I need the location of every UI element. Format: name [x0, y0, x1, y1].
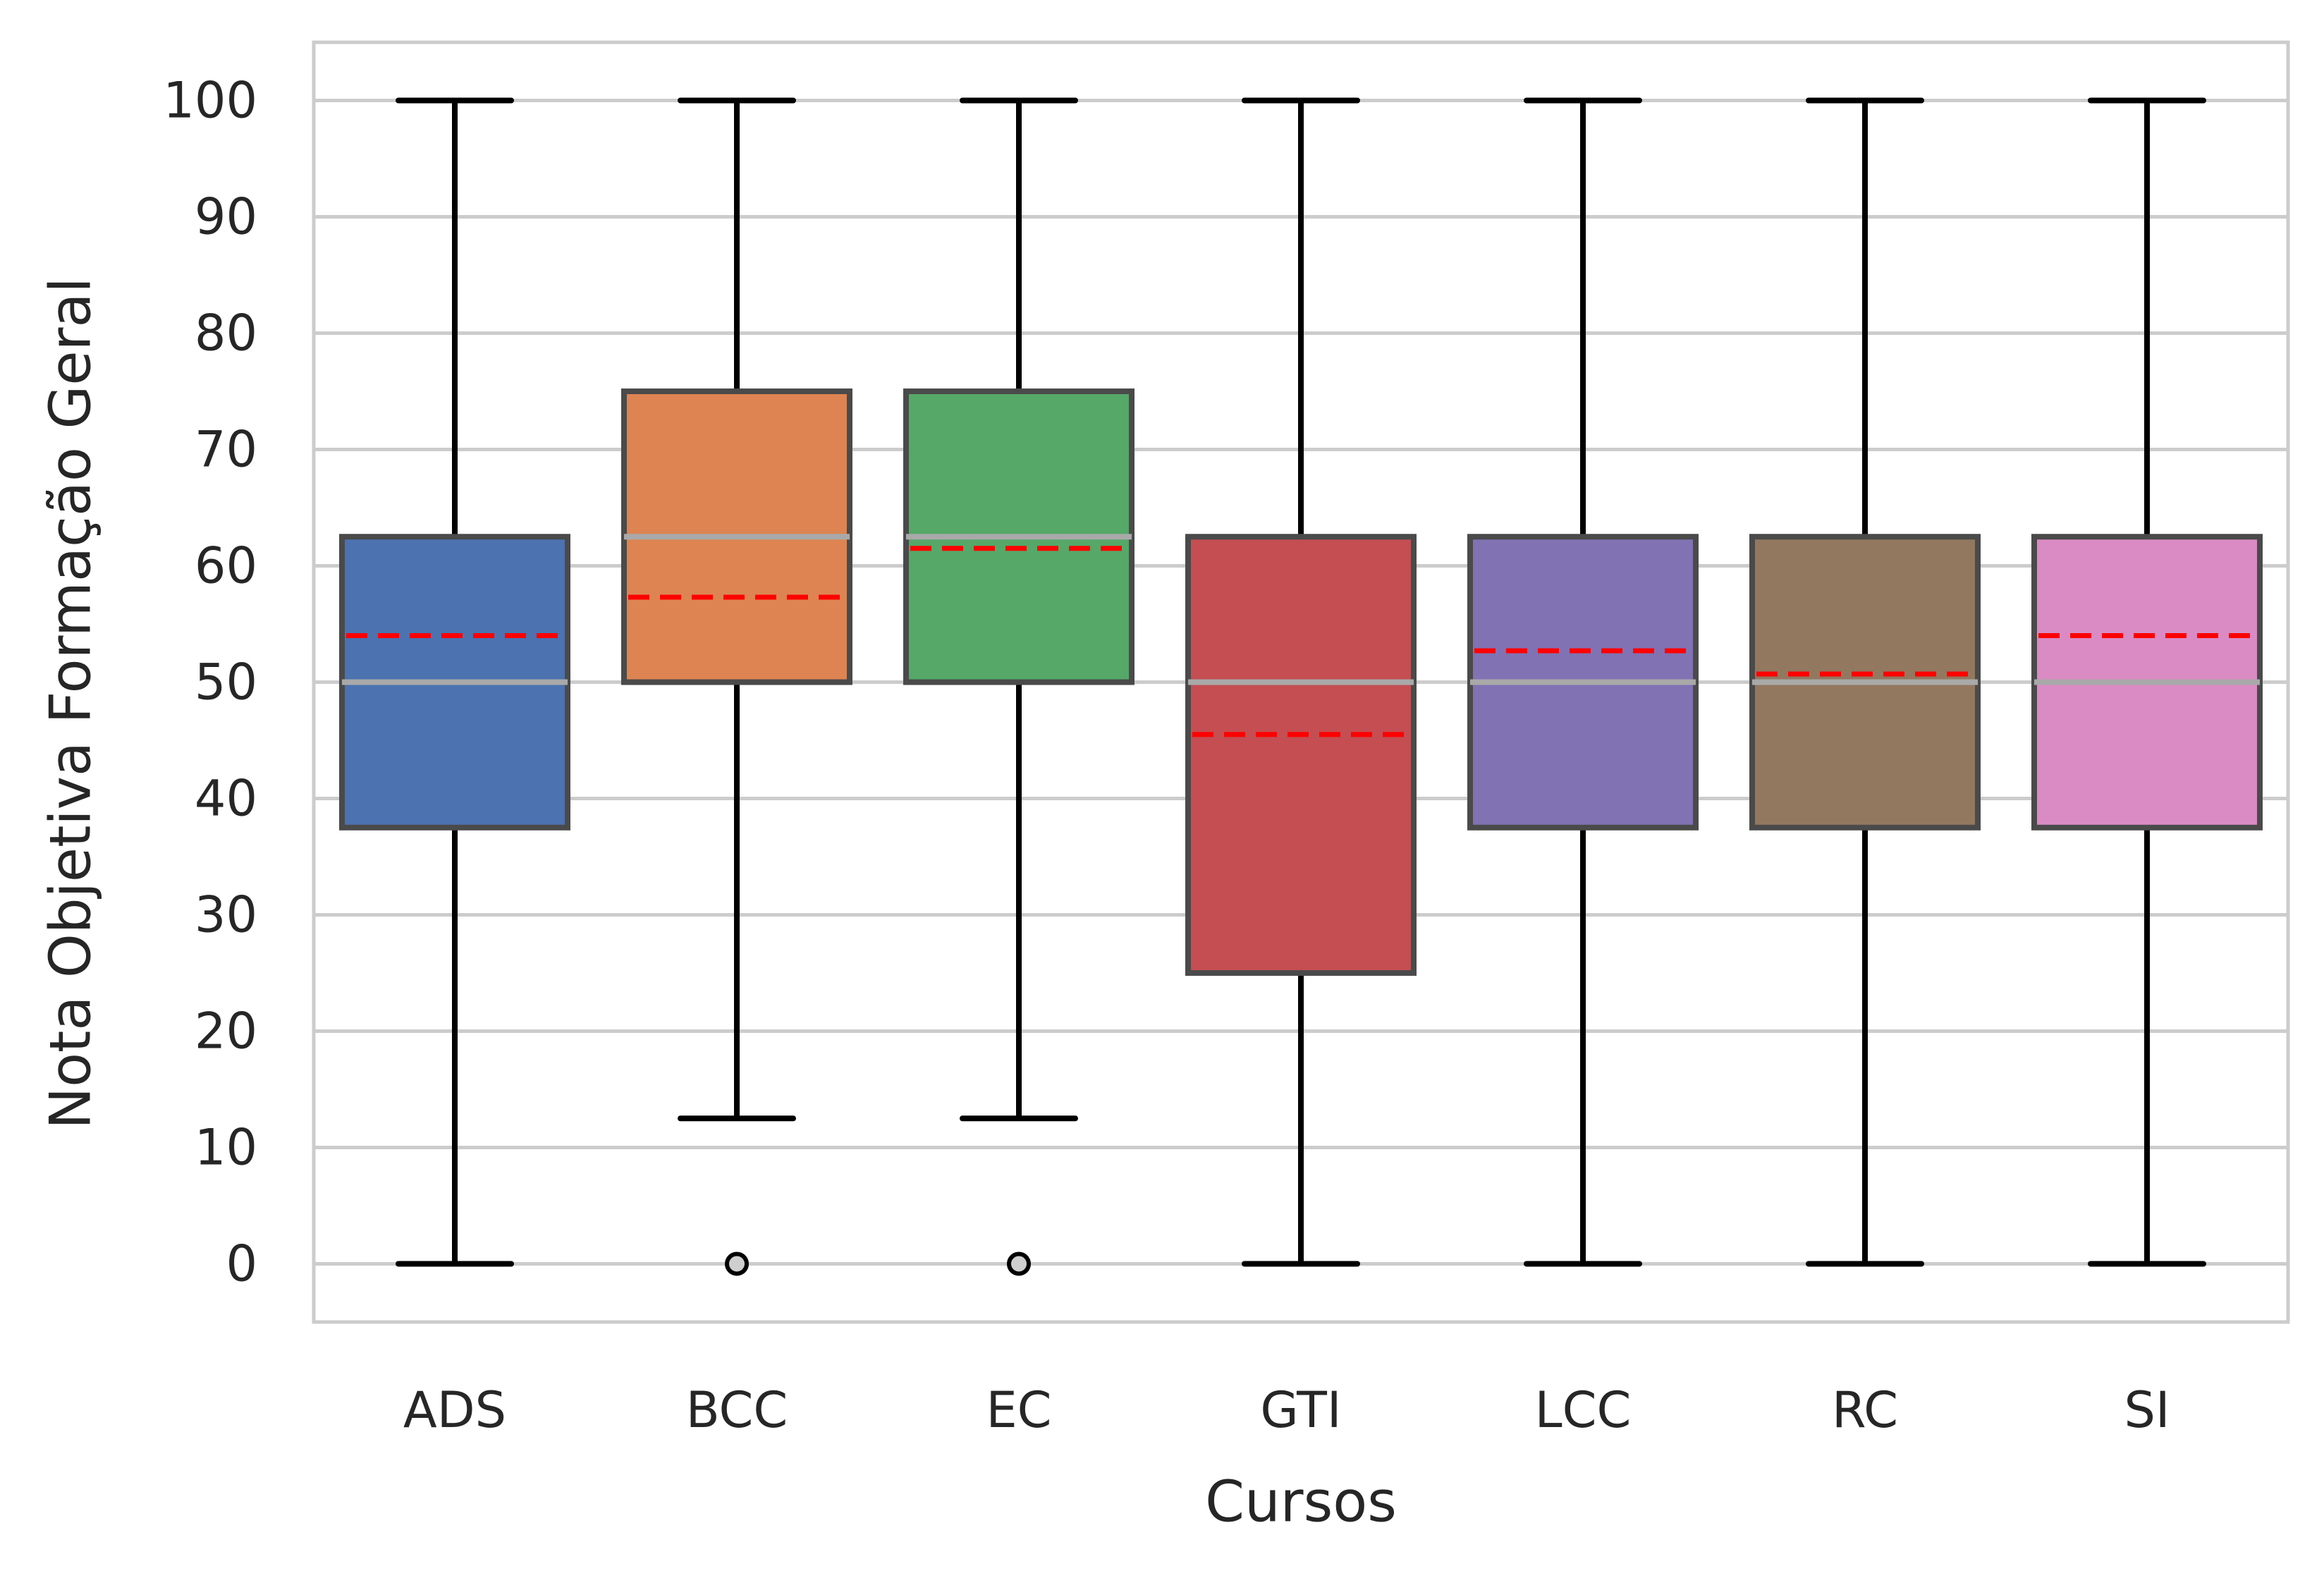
box-group-ec	[903, 97, 1135, 1276]
y-tick-label: 10	[195, 1119, 257, 1177]
box-group-ads	[339, 97, 570, 1267]
y-tick-label: 80	[195, 305, 257, 362]
plot-frame	[312, 40, 2290, 1324]
outlier-point	[725, 1251, 749, 1276]
y-tick-label: 70	[195, 421, 257, 479]
box-group-rc	[1749, 97, 1981, 1267]
y-tick-label: 90	[195, 188, 257, 246]
y-tick-label: 0	[226, 1235, 257, 1293]
x-tick-label: RC	[1832, 1381, 1898, 1439]
y-tick-label: 100	[163, 72, 257, 130]
x-tick-label: LCC	[1535, 1381, 1632, 1439]
x-tick-label: GTI	[1260, 1381, 1341, 1439]
x-tick-label: ADS	[403, 1381, 506, 1439]
y-tick-label: 50	[195, 654, 257, 711]
box-group-lcc	[1467, 97, 1699, 1267]
box-group-gti	[1185, 97, 1417, 1267]
x-tick-label: EC	[986, 1381, 1051, 1439]
x-tick-labels: ADS BCC EC GTI LCC RC SI	[403, 1381, 2170, 1439]
box-group-bcc	[621, 97, 852, 1276]
box	[1185, 534, 1417, 976]
y-tick-label: 60	[195, 537, 257, 595]
box-group-si	[2031, 97, 2263, 1267]
y-tick-label: 40	[195, 770, 257, 828]
boxes	[339, 97, 2263, 1276]
x-axis-title: Cursos	[1205, 1469, 1397, 1535]
x-tick-label: BCC	[686, 1381, 788, 1439]
y-axis-title: Nota Objetiva Formação Geral	[38, 277, 104, 1129]
outlier-point	[1007, 1251, 1031, 1276]
y-tick-labels: 0 10 20 30 40 50 60 70 80 90 100	[163, 72, 257, 1293]
x-tick-label: SI	[2124, 1381, 2170, 1439]
y-tick-label: 30	[195, 886, 257, 944]
y-tick-label: 20	[195, 1003, 257, 1060]
